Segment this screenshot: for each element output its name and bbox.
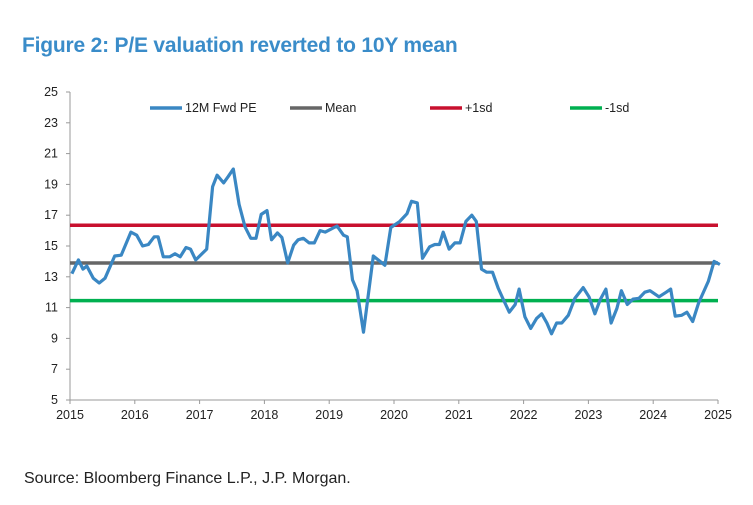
x-tick-label: 2024 [639,408,667,422]
y-tick-label: 23 [44,116,58,130]
y-tick-label: 17 [44,208,58,222]
x-tick-label: 2016 [121,408,149,422]
x-tick-label: 2022 [510,408,538,422]
chart-title: Figure 2: P/E valuation reverted to 10Y … [22,34,458,57]
x-tick-label: 2018 [250,408,278,422]
legend-label-plus1sd: +1sd [465,101,493,115]
y-tick-label: 7 [51,362,58,376]
y-tick-label: 21 [44,147,58,161]
x-tick-label: 2019 [315,408,343,422]
series-line-pe [70,167,721,336]
x-tick-label: 2023 [574,408,602,422]
y-tick-label: 25 [44,85,58,99]
legend-label-minus1sd: -1sd [605,101,629,115]
source-note: Source: Bloomberg Finance L.P., J.P. Mor… [24,470,351,487]
y-tick-label: 11 [45,301,58,315]
legend-label-mean: Mean [325,101,356,115]
y-tick-label: 5 [51,393,58,407]
x-tick-label: 2021 [445,408,473,422]
x-tick-label: 2020 [380,408,408,422]
y-tick-label: 13 [44,270,58,284]
x-tick-label: 2025 [704,408,732,422]
y-tick-label: 9 [51,331,58,345]
legend-label-pe: 12M Fwd PE [185,101,257,115]
y-tick-label: 19 [44,177,58,191]
x-tick-label: 2015 [56,408,84,422]
x-tick-label: 2017 [186,408,214,422]
y-tick-label: 15 [44,239,58,253]
